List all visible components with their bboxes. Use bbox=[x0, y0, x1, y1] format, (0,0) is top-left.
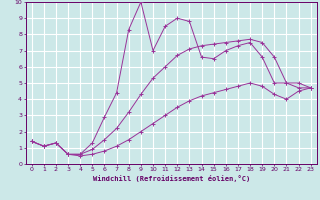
X-axis label: Windchill (Refroidissement éolien,°C): Windchill (Refroidissement éolien,°C) bbox=[92, 175, 250, 182]
